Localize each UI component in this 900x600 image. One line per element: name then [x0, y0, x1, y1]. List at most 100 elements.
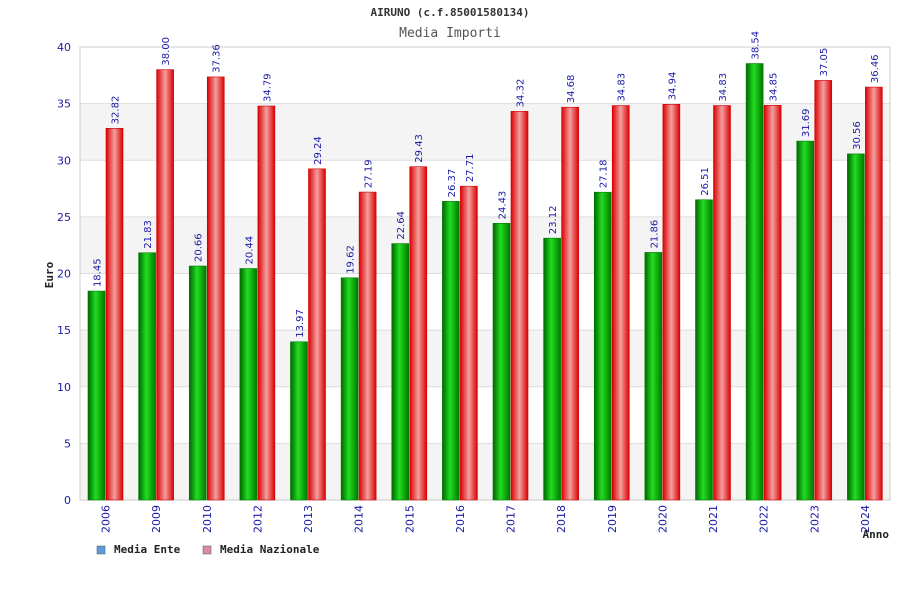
x-tick-label-2009: 2009 [150, 505, 163, 533]
data-label-media-nazionale-2020: 34.94 [667, 72, 678, 101]
bar-media-ente-2016 [442, 201, 460, 501]
y-tick-label: 0 [64, 494, 71, 507]
y-tick-label: 15 [57, 324, 71, 337]
data-label-media-nazionale-2016: 27.71 [465, 154, 476, 183]
legend: Media Ente Media Nazionale [96, 543, 320, 556]
bar-media-ente-2013 [290, 341, 308, 501]
y-tick-label: 10 [57, 381, 71, 394]
data-label-media-ente-2022: 38.54 [751, 31, 762, 60]
data-label-media-ente-2021: 26.51 [700, 167, 711, 196]
data-label-media-nazionale-2010: 37.36 [212, 44, 223, 73]
bar-media-ente-2023 [796, 140, 815, 501]
bar-media-ente-2018 [543, 237, 561, 501]
data-label-media-ente-2009: 21.83 [143, 220, 154, 249]
bar-media-nazionale-2018 [561, 106, 579, 501]
chart-subtitle: Media Importi [399, 26, 501, 41]
bar-media-ente-2019 [593, 191, 612, 501]
chart-title: AIRUNO (c.f.85001580134) [371, 6, 530, 19]
x-tick-label-2018: 2018 [555, 505, 568, 533]
bar-media-nazionale-2023 [814, 80, 833, 501]
y-tick-label: 20 [57, 268, 71, 281]
bar-media-ente-2021 [695, 199, 713, 501]
x-tick-label-2015: 2015 [403, 505, 416, 533]
data-label-media-ente-2024: 30.56 [852, 121, 863, 150]
x-tick-label-2017: 2017 [505, 505, 518, 533]
bar-media-nazionale-2009 [156, 69, 174, 501]
data-label-media-ente-2015: 22.64 [396, 211, 407, 240]
x-tick-label-2023: 2023 [808, 505, 821, 533]
y-tick-label: 30 [57, 154, 71, 167]
legend-swatch-media-ente [96, 545, 106, 555]
data-label-media-nazionale-2021: 34.83 [718, 73, 729, 102]
y-tick-label: 40 [57, 41, 71, 54]
data-label-media-ente-2023: 31.69 [801, 108, 812, 137]
data-label-media-ente-2020: 21.86 [649, 220, 660, 249]
y-tick-label: 5 [64, 437, 71, 450]
x-tick-label-2022: 2022 [758, 505, 771, 533]
data-label-media-nazionale-2006: 32.82 [111, 96, 122, 125]
data-label-media-ente-2016: 26.37 [447, 169, 458, 198]
data-label-media-nazionale-2022: 34.85 [769, 73, 780, 102]
data-label-media-ente-2019: 27.18 [599, 160, 610, 189]
data-label-media-ente-2014: 19.62 [346, 245, 357, 274]
x-tick-label-2014: 2014 [353, 505, 366, 533]
bar-media-nazionale-2006 [105, 128, 124, 501]
bar-media-nazionale-2019 [611, 105, 630, 501]
bar-media-nazionale-2022 [763, 105, 782, 501]
legend-swatch-media-nazionale [202, 545, 212, 555]
plot-border [79, 46, 891, 501]
data-label-media-nazionale-2015: 29.43 [414, 134, 425, 163]
bar-media-nazionale-2016 [460, 185, 478, 501]
bar-media-ente-2022 [745, 63, 764, 501]
legend-label-media-nazionale: Media Nazionale [220, 543, 320, 556]
bar-media-ente-2009 [138, 252, 156, 501]
bar-media-ente-2020 [644, 252, 663, 501]
bar-media-ente-2006 [87, 290, 106, 501]
x-tick-label-2024: 2024 [859, 505, 872, 533]
x-tick-label-2020: 2020 [656, 505, 669, 533]
data-label-media-ente-2017: 24.43 [498, 191, 509, 220]
data-label-media-nazionale-2014: 27.19 [364, 159, 375, 188]
y-tick-label: 35 [57, 98, 71, 111]
x-tick-label-2010: 2010 [201, 505, 214, 533]
bar-media-nazionale-2020 [662, 104, 681, 501]
bar-media-ente-2017 [492, 223, 511, 501]
bar-media-nazionale-2021 [713, 105, 731, 501]
bar-media-ente-2012 [239, 268, 258, 501]
bar-media-nazionale-2012 [257, 105, 276, 501]
y-axis-ticks: 0 5 10 15 20 25 30 35 40 [57, 41, 71, 507]
bar-media-nazionale-2024 [865, 86, 883, 501]
legend-label-media-ente: Media Ente [114, 543, 181, 556]
bar-media-ente-2010 [188, 265, 207, 501]
data-label-media-nazionale-2012: 34.79 [262, 73, 273, 102]
bar-media-nazionale-2010 [206, 76, 225, 501]
data-label-media-nazionale-2017: 34.32 [516, 79, 527, 108]
x-tick-label-2013: 2013 [302, 505, 315, 533]
data-label-media-nazionale-2013: 29.24 [313, 136, 324, 165]
bar-media-nazionale-2014 [358, 191, 377, 501]
data-label-media-ente-2018: 23.12 [548, 206, 559, 235]
bar-media-ente-2014 [340, 277, 359, 501]
bar-media-nazionale-2013 [308, 168, 326, 501]
x-tick-label-2019: 2019 [606, 505, 619, 533]
data-label-media-nazionale-2018: 34.68 [566, 75, 577, 104]
x-tick-label-2006: 2006 [100, 505, 113, 533]
data-label-media-ente-2010: 20.66 [194, 233, 205, 262]
y-axis-label: Euro [43, 261, 56, 288]
data-label-media-nazionale-2024: 36.46 [870, 54, 881, 83]
data-label-media-ente-2013: 13.97 [295, 309, 306, 338]
bar-media-ente-2024 [847, 153, 865, 501]
y-tick-label: 25 [57, 211, 71, 224]
x-tick-label-2012: 2012 [251, 505, 264, 533]
data-label-media-nazionale-2009: 38.00 [161, 37, 172, 66]
data-label-media-ente-2006: 18.45 [93, 258, 104, 287]
bar-media-nazionale-2015 [409, 166, 428, 501]
bar-media-nazionale-2017 [510, 111, 529, 501]
x-tick-label-2021: 2021 [707, 505, 720, 533]
x-axis-label: Anno [863, 528, 890, 541]
x-axis-ticks: 2006 2009 2010 2012 2013 2014 2015 2016 2017 2018… [100, 505, 872, 533]
data-label-media-nazionale-2019: 34.83 [617, 73, 628, 102]
bars: 18.45 32.82 21.83 38.00 20.66 37.36 20.44 34.79… [87, 31, 883, 501]
x-tick-label-2016: 2016 [454, 505, 467, 533]
